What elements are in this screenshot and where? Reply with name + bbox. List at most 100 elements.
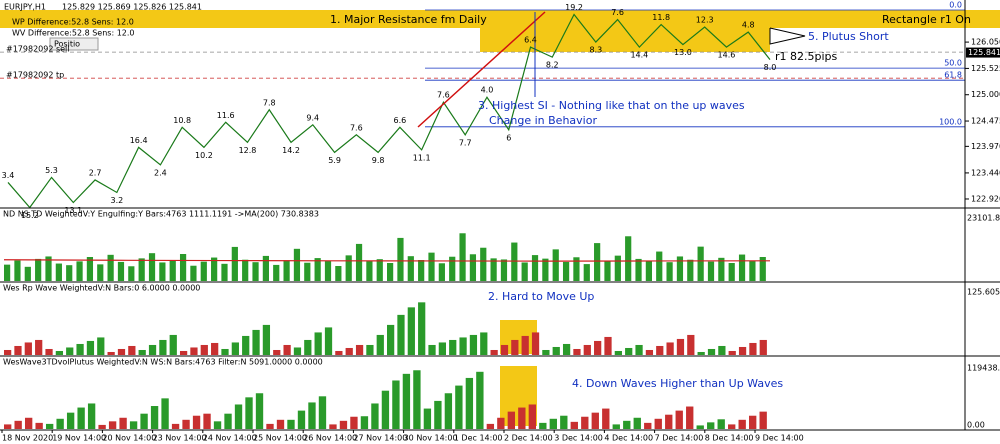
volume-bar bbox=[107, 254, 114, 281]
wave-label: 14.2 bbox=[282, 146, 300, 155]
wave-bar bbox=[749, 415, 757, 429]
wave-bar bbox=[314, 332, 322, 355]
wave-bar bbox=[687, 334, 695, 355]
wave-bar bbox=[507, 411, 516, 429]
positions-button[interactable] bbox=[49, 37, 99, 51]
wave-bar bbox=[224, 413, 232, 429]
volume-bar bbox=[283, 260, 290, 281]
x-tick-label: 3 Dec 14:00 bbox=[554, 434, 603, 443]
volume-bar bbox=[418, 260, 425, 281]
volume-bar bbox=[531, 255, 539, 281]
wave-bar bbox=[182, 419, 190, 429]
wave-bar bbox=[381, 390, 390, 429]
volume-bar bbox=[117, 261, 125, 281]
wave-bar bbox=[707, 422, 715, 429]
fib-label: 61.8 bbox=[944, 71, 962, 80]
wave-bar bbox=[329, 424, 337, 429]
x-tick-label: 24 Nov 14:00 bbox=[203, 434, 257, 443]
wave-bar bbox=[444, 393, 453, 429]
wave-bar bbox=[738, 419, 746, 429]
wave-bar bbox=[35, 422, 43, 429]
volume-bar bbox=[469, 254, 477, 281]
wave-bar bbox=[119, 417, 127, 429]
x-tick-label: 19 Nov 14:00 bbox=[52, 434, 106, 443]
annotation: Change in Behavior bbox=[489, 114, 597, 127]
wave-bar bbox=[293, 347, 302, 355]
annotation: 1. Major Resistance fm Daily bbox=[330, 13, 487, 26]
volume-bar bbox=[159, 262, 166, 281]
wave-bar bbox=[604, 336, 612, 355]
wave-bar bbox=[169, 334, 177, 355]
volume-bar bbox=[76, 261, 83, 281]
wave-bar bbox=[465, 377, 474, 429]
volume-bar bbox=[552, 249, 559, 281]
annotation: 4. Down Waves Higher than Up Waves bbox=[572, 377, 783, 390]
volume-bar bbox=[625, 236, 632, 281]
wave-bar bbox=[14, 345, 22, 355]
wave-bar bbox=[759, 339, 767, 355]
wave-label: 15.2 bbox=[21, 211, 39, 220]
wave-label: 2.4 bbox=[154, 168, 167, 177]
volume-bar bbox=[35, 258, 42, 281]
volume-bar bbox=[148, 253, 156, 281]
wave-bar bbox=[521, 335, 529, 355]
x-tick-label: 27 Nov 14:00 bbox=[353, 434, 407, 443]
volume-bar bbox=[211, 257, 218, 281]
wave-bar bbox=[542, 349, 550, 355]
y-tick-label: 123.970 bbox=[971, 142, 1000, 151]
volume-bar bbox=[387, 263, 394, 281]
wave-label: 12.3 bbox=[696, 16, 714, 25]
wave-bar bbox=[528, 404, 537, 429]
wave-bar bbox=[581, 416, 589, 429]
x-tick-label: 30 Nov 14:00 bbox=[404, 434, 458, 443]
wave-bar bbox=[339, 420, 348, 429]
volume-bar bbox=[459, 233, 466, 281]
y-tick-label: 126.050 bbox=[971, 38, 1000, 47]
wave-label: 5.9 bbox=[328, 156, 341, 165]
wave-bar bbox=[366, 344, 374, 355]
rectangle-r1 bbox=[480, 28, 770, 52]
wave-label: 2.7 bbox=[89, 168, 102, 177]
wave-bar bbox=[276, 419, 285, 429]
wave-bar bbox=[245, 397, 253, 429]
y-tick-label: 125.605 bbox=[967, 288, 1000, 297]
wave-bar bbox=[644, 422, 652, 429]
wave-bar bbox=[397, 314, 405, 355]
volume-bar bbox=[707, 261, 715, 281]
ohlc: 125.829 125.869 125.826 125.841 bbox=[62, 3, 202, 12]
wave-bar bbox=[459, 337, 467, 355]
volume-bar bbox=[521, 262, 528, 281]
y-tick-label: 125.525 bbox=[971, 64, 1000, 73]
wave-bar bbox=[273, 349, 281, 355]
wave-bar bbox=[66, 412, 75, 429]
wave-bar bbox=[518, 407, 526, 429]
wave-bar bbox=[407, 307, 415, 355]
wave-label: 4.0 bbox=[481, 86, 494, 95]
volume-bar bbox=[231, 246, 238, 281]
wave-bar bbox=[635, 344, 643, 355]
positions-label[interactable]: Positio bbox=[54, 40, 80, 49]
wave-bar bbox=[234, 404, 243, 429]
volume-bar bbox=[480, 247, 487, 281]
wave-label: 11.1 bbox=[413, 153, 431, 162]
wave-label: 6 bbox=[506, 133, 511, 142]
x-tick-label: 1 Dec 14:00 bbox=[454, 434, 503, 443]
wave-label: 4.8 bbox=[742, 21, 755, 30]
volume-bar bbox=[562, 261, 570, 281]
wave-bar bbox=[418, 302, 426, 355]
volume-bar bbox=[273, 264, 280, 281]
wave-label: 7.8 bbox=[263, 98, 276, 107]
wave-bar bbox=[360, 416, 369, 429]
wave-label: 14.4 bbox=[630, 51, 648, 60]
wp-diff: WP Difference:52.8 Sens: 12.0 bbox=[12, 18, 134, 27]
wave-bar bbox=[86, 340, 95, 355]
wave-bar bbox=[129, 421, 138, 429]
volume-bar bbox=[355, 243, 363, 281]
volume-bar bbox=[656, 251, 663, 281]
volume-bar bbox=[376, 259, 383, 281]
wave-bar bbox=[480, 332, 488, 355]
wave-bar bbox=[376, 334, 384, 355]
wave-bar bbox=[707, 348, 716, 355]
volume-bar bbox=[573, 257, 580, 281]
